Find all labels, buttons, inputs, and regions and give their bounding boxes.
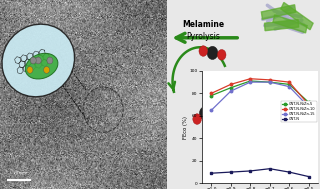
CNT-N-NiZn-5 — [248, 80, 252, 82]
CNT-N — [248, 170, 252, 172]
Circle shape — [199, 107, 210, 120]
Ellipse shape — [25, 53, 58, 79]
CNT-N-NiZn-10 — [229, 83, 233, 85]
Circle shape — [47, 57, 53, 64]
CNT-N-NiZn-15 — [248, 81, 252, 83]
Circle shape — [193, 114, 201, 124]
Ellipse shape — [2, 24, 75, 97]
Legend: CNT-N-NiZn-5, CNT-N-NiZn-10, CNT-N-NiZn-15, CNT-N: CNT-N-NiZn-5, CNT-N-NiZn-10, CNT-N-NiZn-… — [281, 101, 316, 122]
CNT-N-NiZn-15 — [229, 90, 233, 92]
Polygon shape — [273, 15, 307, 33]
CNT-N — [268, 168, 272, 170]
Circle shape — [217, 50, 226, 60]
CNT-N — [229, 171, 233, 173]
CNT-N-NiZn-5 — [307, 101, 311, 104]
CNT-N-NiZn-10 — [248, 78, 252, 80]
Circle shape — [27, 67, 33, 73]
CNT-N-NiZn-10 — [209, 92, 213, 94]
Polygon shape — [265, 19, 299, 31]
CNT-N-NiZn-5 — [268, 81, 272, 83]
CNT-N-NiZn-10 — [268, 79, 272, 81]
Circle shape — [207, 46, 218, 60]
Line: CNT-N-NiZn-10: CNT-N-NiZn-10 — [210, 77, 310, 106]
CNT-N — [307, 175, 311, 178]
CNT-N-NiZn-15 — [287, 85, 291, 88]
Text: Melamine: Melamine — [182, 20, 224, 29]
Polygon shape — [281, 2, 313, 30]
Line: CNT-N: CNT-N — [210, 167, 310, 178]
Line: CNT-N-NiZn-15: CNT-N-NiZn-15 — [210, 81, 310, 112]
CNT-N-NiZn-10 — [287, 81, 291, 83]
CNT-N-NiZn-15 — [268, 81, 272, 83]
CNT-N — [209, 172, 213, 174]
Text: 10 nm: 10 nm — [12, 171, 26, 175]
CNT-N-NiZn-5 — [229, 87, 233, 89]
CNT-N-NiZn-5 — [209, 94, 213, 97]
Circle shape — [208, 102, 217, 113]
CNT-N-NiZn-15 — [307, 106, 311, 108]
CNT-N — [287, 171, 291, 173]
Circle shape — [44, 67, 50, 73]
CNT-N-NiZn-5 — [287, 83, 291, 85]
Y-axis label: FEco (%): FEco (%) — [183, 116, 188, 139]
CNT-N-NiZn-10 — [307, 104, 311, 106]
Circle shape — [30, 57, 36, 64]
Line: CNT-N-NiZn-5: CNT-N-NiZn-5 — [210, 80, 310, 104]
Circle shape — [35, 57, 41, 64]
CNT-N-NiZn-15 — [209, 109, 213, 111]
Polygon shape — [261, 5, 296, 19]
Circle shape — [199, 46, 208, 56]
Text: Pyrolysis: Pyrolysis — [186, 32, 220, 41]
